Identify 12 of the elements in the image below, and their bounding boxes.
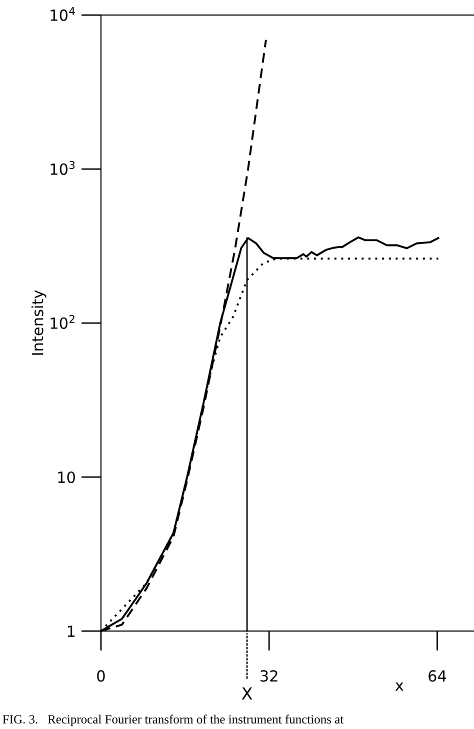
y-tick-label: 1 [68, 626, 75, 637]
y-tick-label: 10$^{4}$ [50, 7, 75, 21]
text: X [242, 687, 252, 700]
x-tick-label: 0 [97, 670, 105, 682]
y-tick-label: 10$^{2}$ [50, 314, 74, 329]
x-tick-label: 64 [428, 670, 446, 682]
x-tick-label: 32 [260, 670, 278, 682]
y-axis-title: Intensity [32, 290, 46, 355]
caption: FIG. 3. Reciprocal Fourier transform of the instrument functions at [2, 714, 344, 726]
y-tick-label: 10$^{3}$ [50, 160, 75, 175]
text: x [395, 682, 404, 691]
y-tick-label: 10 [58, 471, 75, 484]
